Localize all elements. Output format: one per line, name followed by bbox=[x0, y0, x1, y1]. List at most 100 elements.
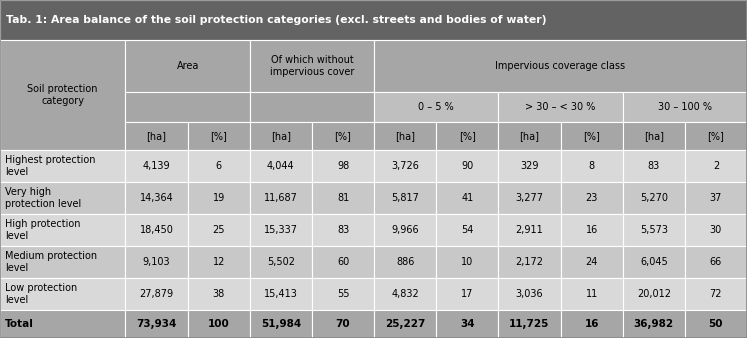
Bar bbox=[374, 214, 436, 246]
Text: [%]: [%] bbox=[335, 131, 351, 141]
Text: 18,450: 18,450 bbox=[140, 225, 173, 235]
Text: [ha]: [ha] bbox=[146, 131, 167, 141]
Bar bbox=[560, 246, 623, 278]
Text: 30: 30 bbox=[710, 225, 722, 235]
Bar bbox=[560, 310, 623, 338]
Text: 50: 50 bbox=[709, 319, 723, 329]
Text: 27,879: 27,879 bbox=[140, 289, 173, 299]
Text: 15,337: 15,337 bbox=[264, 225, 298, 235]
Bar bbox=[312, 310, 374, 338]
Text: 25: 25 bbox=[212, 225, 225, 235]
Bar bbox=[312, 150, 374, 182]
Text: 4,139: 4,139 bbox=[143, 161, 170, 171]
Bar bbox=[374, 310, 436, 338]
Bar bbox=[0, 214, 125, 246]
Bar bbox=[0, 40, 125, 150]
Text: 37: 37 bbox=[710, 193, 722, 203]
Text: 2,911: 2,911 bbox=[515, 225, 543, 235]
Bar bbox=[623, 92, 747, 122]
Bar bbox=[0, 310, 125, 338]
Text: Total: Total bbox=[5, 319, 34, 329]
Text: 100: 100 bbox=[208, 319, 229, 329]
Bar bbox=[312, 214, 374, 246]
Text: 16: 16 bbox=[586, 225, 598, 235]
Bar bbox=[498, 182, 560, 214]
Text: 11,725: 11,725 bbox=[509, 319, 550, 329]
Bar bbox=[187, 278, 249, 310]
Bar bbox=[249, 278, 312, 310]
Text: High protection
level: High protection level bbox=[5, 219, 81, 241]
Bar bbox=[125, 182, 187, 214]
Text: 0 – 5 %: 0 – 5 % bbox=[418, 102, 454, 112]
Bar bbox=[0, 182, 125, 214]
Text: [%]: [%] bbox=[459, 131, 476, 141]
Bar bbox=[436, 150, 498, 182]
Text: 55: 55 bbox=[337, 289, 350, 299]
Text: 41: 41 bbox=[461, 193, 474, 203]
Text: Medium protection
level: Medium protection level bbox=[5, 251, 97, 273]
Bar bbox=[685, 150, 747, 182]
Text: 5,817: 5,817 bbox=[391, 193, 419, 203]
Bar bbox=[249, 214, 312, 246]
Bar bbox=[312, 122, 374, 150]
Bar bbox=[623, 182, 685, 214]
Text: 3,277: 3,277 bbox=[515, 193, 544, 203]
Bar bbox=[125, 214, 187, 246]
Text: Soil protection
category: Soil protection category bbox=[28, 84, 98, 105]
Bar bbox=[560, 122, 623, 150]
Bar bbox=[498, 122, 560, 150]
Text: 886: 886 bbox=[396, 257, 415, 267]
Bar bbox=[374, 40, 747, 92]
Text: 36,982: 36,982 bbox=[633, 319, 674, 329]
Text: 14,364: 14,364 bbox=[140, 193, 173, 203]
Bar bbox=[498, 246, 560, 278]
Text: 70: 70 bbox=[335, 319, 350, 329]
Text: 81: 81 bbox=[337, 193, 349, 203]
Bar bbox=[0, 246, 125, 278]
Bar bbox=[560, 182, 623, 214]
Text: 90: 90 bbox=[461, 161, 474, 171]
Bar bbox=[436, 278, 498, 310]
Bar bbox=[623, 278, 685, 310]
Bar bbox=[685, 182, 747, 214]
Bar bbox=[436, 214, 498, 246]
Text: Impervious coverage class: Impervious coverage class bbox=[495, 61, 625, 71]
Text: 5,502: 5,502 bbox=[267, 257, 295, 267]
Text: 30 – 100 %: 30 – 100 % bbox=[658, 102, 712, 112]
Bar bbox=[249, 182, 312, 214]
Text: 2,172: 2,172 bbox=[515, 257, 544, 267]
Bar bbox=[623, 310, 685, 338]
Bar bbox=[125, 92, 249, 122]
Bar bbox=[125, 246, 187, 278]
Text: 60: 60 bbox=[337, 257, 349, 267]
Bar bbox=[0, 278, 125, 310]
Bar bbox=[187, 246, 249, 278]
Text: [%]: [%] bbox=[211, 131, 227, 141]
Bar bbox=[623, 246, 685, 278]
Text: Very high
protection level: Very high protection level bbox=[5, 187, 81, 209]
Text: 9,103: 9,103 bbox=[143, 257, 170, 267]
Text: 6: 6 bbox=[216, 161, 222, 171]
Text: [%]: [%] bbox=[707, 131, 725, 141]
Bar bbox=[498, 310, 560, 338]
Text: [ha]: [ha] bbox=[519, 131, 539, 141]
Text: 329: 329 bbox=[520, 161, 539, 171]
Text: 5,270: 5,270 bbox=[639, 193, 668, 203]
Bar bbox=[685, 278, 747, 310]
Text: 72: 72 bbox=[710, 289, 722, 299]
Bar bbox=[249, 40, 374, 92]
Bar bbox=[374, 182, 436, 214]
Bar bbox=[436, 310, 498, 338]
Text: Highest protection
level: Highest protection level bbox=[5, 155, 96, 176]
Text: > 30 – < 30 %: > 30 – < 30 % bbox=[525, 102, 596, 112]
Bar bbox=[374, 92, 498, 122]
Bar bbox=[187, 182, 249, 214]
Bar bbox=[187, 122, 249, 150]
Bar bbox=[498, 150, 560, 182]
Bar bbox=[249, 246, 312, 278]
Bar bbox=[560, 278, 623, 310]
Bar bbox=[623, 122, 685, 150]
Text: Of which without
impervious cover: Of which without impervious cover bbox=[270, 55, 354, 77]
Text: 66: 66 bbox=[710, 257, 722, 267]
Text: [ha]: [ha] bbox=[395, 131, 415, 141]
